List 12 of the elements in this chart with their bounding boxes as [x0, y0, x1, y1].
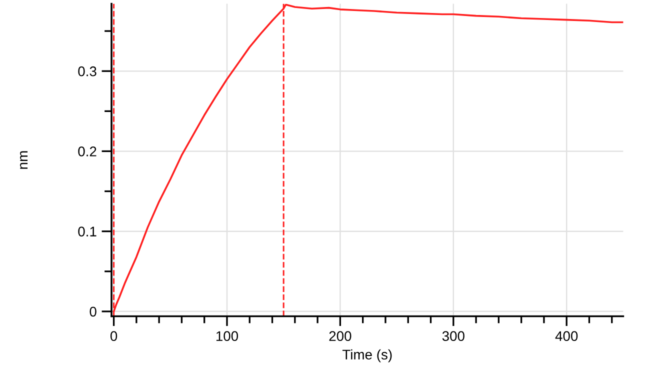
y-tick-label: 0.3	[78, 66, 96, 76]
x-tick-label: 100	[216, 331, 238, 342]
x-axis-title: Time (s)	[342, 349, 392, 362]
x-tick-label: 300	[442, 331, 464, 342]
y-axis-title: nm	[20, 151, 28, 169]
x-tick-label: 200	[329, 331, 352, 342]
y-tick-label: 0.1	[78, 226, 96, 236]
x-tick-label: 0	[110, 331, 118, 342]
y-tick-label: 0.2	[78, 146, 96, 156]
line-series	[112, 4, 624, 312]
x-tick-label: 400	[555, 331, 578, 342]
y-tick-label: 0	[90, 306, 96, 317]
